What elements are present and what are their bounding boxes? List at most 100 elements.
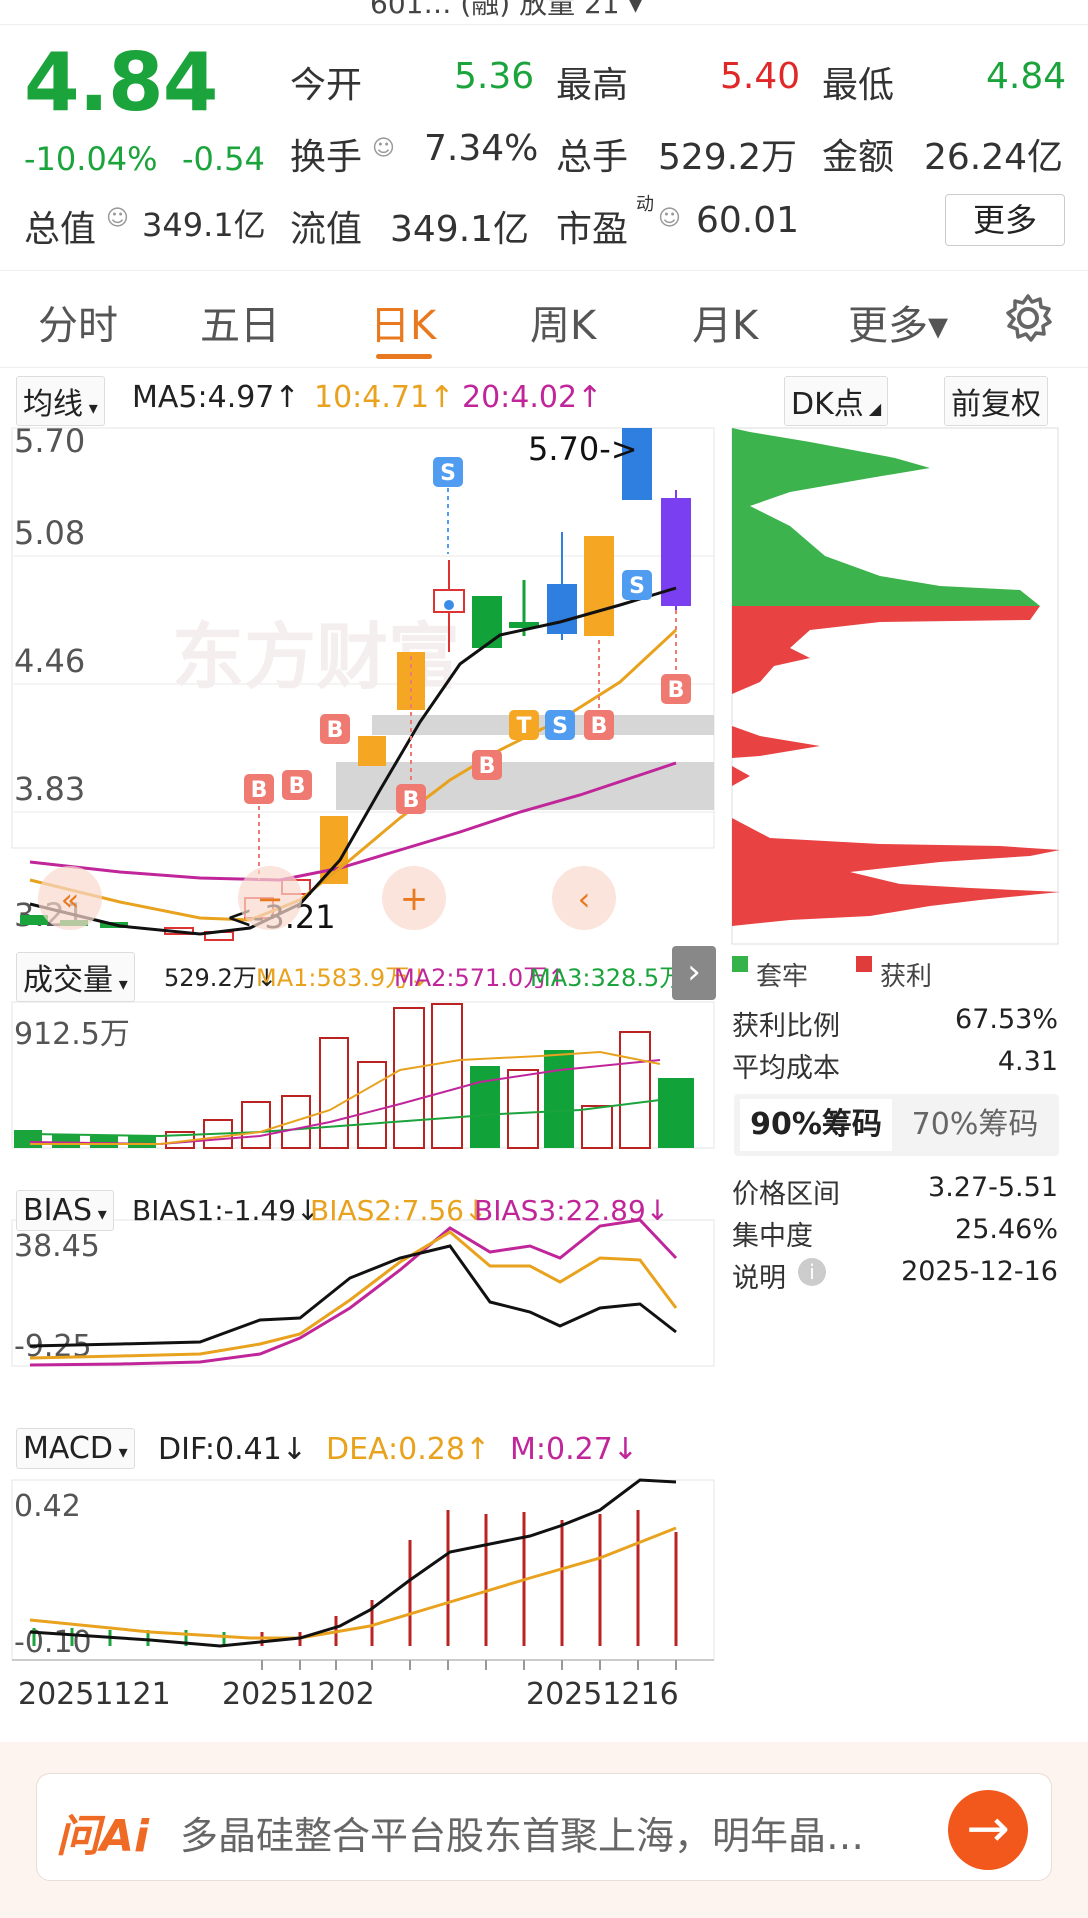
dea-line [29,1526,677,1640]
volume-label: 总手 [556,137,629,178]
zoom-in-icon [382,866,446,930]
ma-selector[interactable]: 均线 ▾ [16,376,105,426]
total-value-label: 总值 [24,209,97,250]
pe-value: 60.01 [696,200,800,241]
legend-swatch [732,956,748,972]
m-value: M:0.27↓ [510,1432,638,1467]
legend-label: 套牢 [756,962,809,992]
avg-cost-value: 4.31 [997,1046,1058,1077]
arrow-right-icon[interactable]: → [948,1790,1028,1870]
zoom-out-icon [238,866,302,930]
note-label: 说明 [732,1263,786,1294]
bias2-value: BIAS2:7.56↓ [310,1194,488,1227]
last-price: 4.84 [24,36,218,129]
kline-chart-area[interactable]: 东方财富 5.70 5.08 4.46 3.83 3.21 S [0,420,730,1745]
bias1-line [29,1244,677,1348]
volume-value: 529.2万 [658,137,798,178]
volume-selector[interactable]: 成交量 ▾ [16,952,135,1002]
ai-prompt-text[interactable]: 多晶硅整合平台股东首聚上海，明年晶… [180,1814,865,1858]
support-zone [372,715,714,735]
float-value-label: 流值 [290,209,363,250]
info-icon[interactable]: ☺ [372,136,395,161]
candle [547,584,577,634]
buy-marker: B [591,714,608,739]
y-label: 5.08 [14,514,85,552]
t-marker: T [516,714,531,739]
low-value: 4.84 [986,56,1067,97]
bias-top-label: 38.45 [14,1229,100,1264]
y-label: 4.46 [14,642,85,680]
macd-top-label: 0.42 [14,1489,81,1524]
tab-70-chips[interactable]: 70%筹码 [911,1107,1039,1142]
turnover-label: 换手 [290,137,363,178]
vol-ma3 [29,1099,661,1138]
candle [20,915,48,925]
candle [472,596,502,648]
scroll-left-icon [38,866,102,930]
candles [20,428,691,941]
buy-marker: B [668,678,685,703]
gear-icon[interactable] [1002,292,1054,344]
date-label: 20251216 [526,1677,679,1712]
amount-value: 26.24亿 [924,137,1064,178]
y-label: 3.83 [14,770,85,808]
candle [358,736,386,766]
bias2-line [29,1230,678,1360]
volume-ma1: MA1:583.9万↓ [256,964,430,992]
sell-marker: S [629,574,645,599]
ma10-value: 10:4.71↑ [314,380,455,415]
ai-search-bar[interactable] [36,1773,1052,1881]
tab-daily-k[interactable]: 日K [370,303,437,349]
tab-90-chips[interactable]: 90%筹码 [740,1099,892,1151]
info-icon[interactable]: ☺ [658,206,681,231]
dea-value: DEA:0.28↑ [326,1432,491,1467]
amount-label: 金额 [822,137,895,178]
open-label: 今开 [290,65,363,106]
tab-intraday[interactable]: 分时 [38,303,118,349]
info-icon[interactable]: ☺ [106,206,129,231]
buy-marker: B [289,774,306,799]
tab-monthly-k[interactable]: 月K [692,303,759,349]
macd-bottom-label: -0.10 [14,1625,92,1660]
tab-five-day[interactable]: 五日 [200,303,280,349]
high-value: 5.40 [720,56,801,97]
ma5-line [29,586,677,936]
vol-ma1 [30,1050,661,1145]
scroll-prev-icon [552,866,616,930]
legend-label: 获利 [880,962,933,992]
profit-ratio-value: 67.53% [955,1004,1058,1035]
sell-marker: S [440,461,456,486]
change-percent: -10.04% [24,140,158,178]
bias3-value: BIAS3:22.89↓ [474,1194,670,1227]
svg-text:+: + [400,879,429,919]
price-range-label: 价格区间 [732,1179,840,1210]
dif-line [29,1478,677,1648]
candle [509,622,539,628]
high-annotation: 5.70-> [528,430,638,468]
candle [622,428,652,500]
concentration-label: 集中度 [732,1221,813,1252]
ma20-line [29,761,677,882]
info-icon[interactable]: i [798,1258,826,1286]
buy-marker: B [327,718,344,743]
bias-selector[interactable]: BIAS ▾ [16,1190,114,1231]
total-value: 349.1亿 [142,206,266,244]
adjust-button[interactable]: 前复权 [944,376,1048,426]
dk-point-button[interactable]: DK点 ◢ [784,376,889,426]
tab-more[interactable]: 更多▾ [848,303,949,349]
volume-now: 529.2万↓ [164,964,277,992]
tab-weekly-k[interactable]: 周K [530,303,597,349]
svg-text:‹: ‹ [578,880,591,918]
date-label: 20251202 [222,1677,375,1712]
buy-marker: B [403,788,420,813]
avg-cost-label: 平均成本 [732,1053,840,1084]
more-button[interactable]: 更多 [945,194,1065,246]
high-label: 最高 [556,65,629,106]
vol-max-label: 912.5万 [14,1017,130,1052]
pe-label: 市盈 [556,209,629,250]
macd-selector[interactable]: MACD ▾ [16,1428,135,1469]
stock-title[interactable]: 601… (融) 放量 21 ▾ [370,0,643,20]
concentration-value: 25.46% [955,1214,1058,1245]
expand-panel-icon[interactable]: › [672,946,716,1000]
header-strip: 601… (融) 放量 21 ▾ [0,0,1088,25]
